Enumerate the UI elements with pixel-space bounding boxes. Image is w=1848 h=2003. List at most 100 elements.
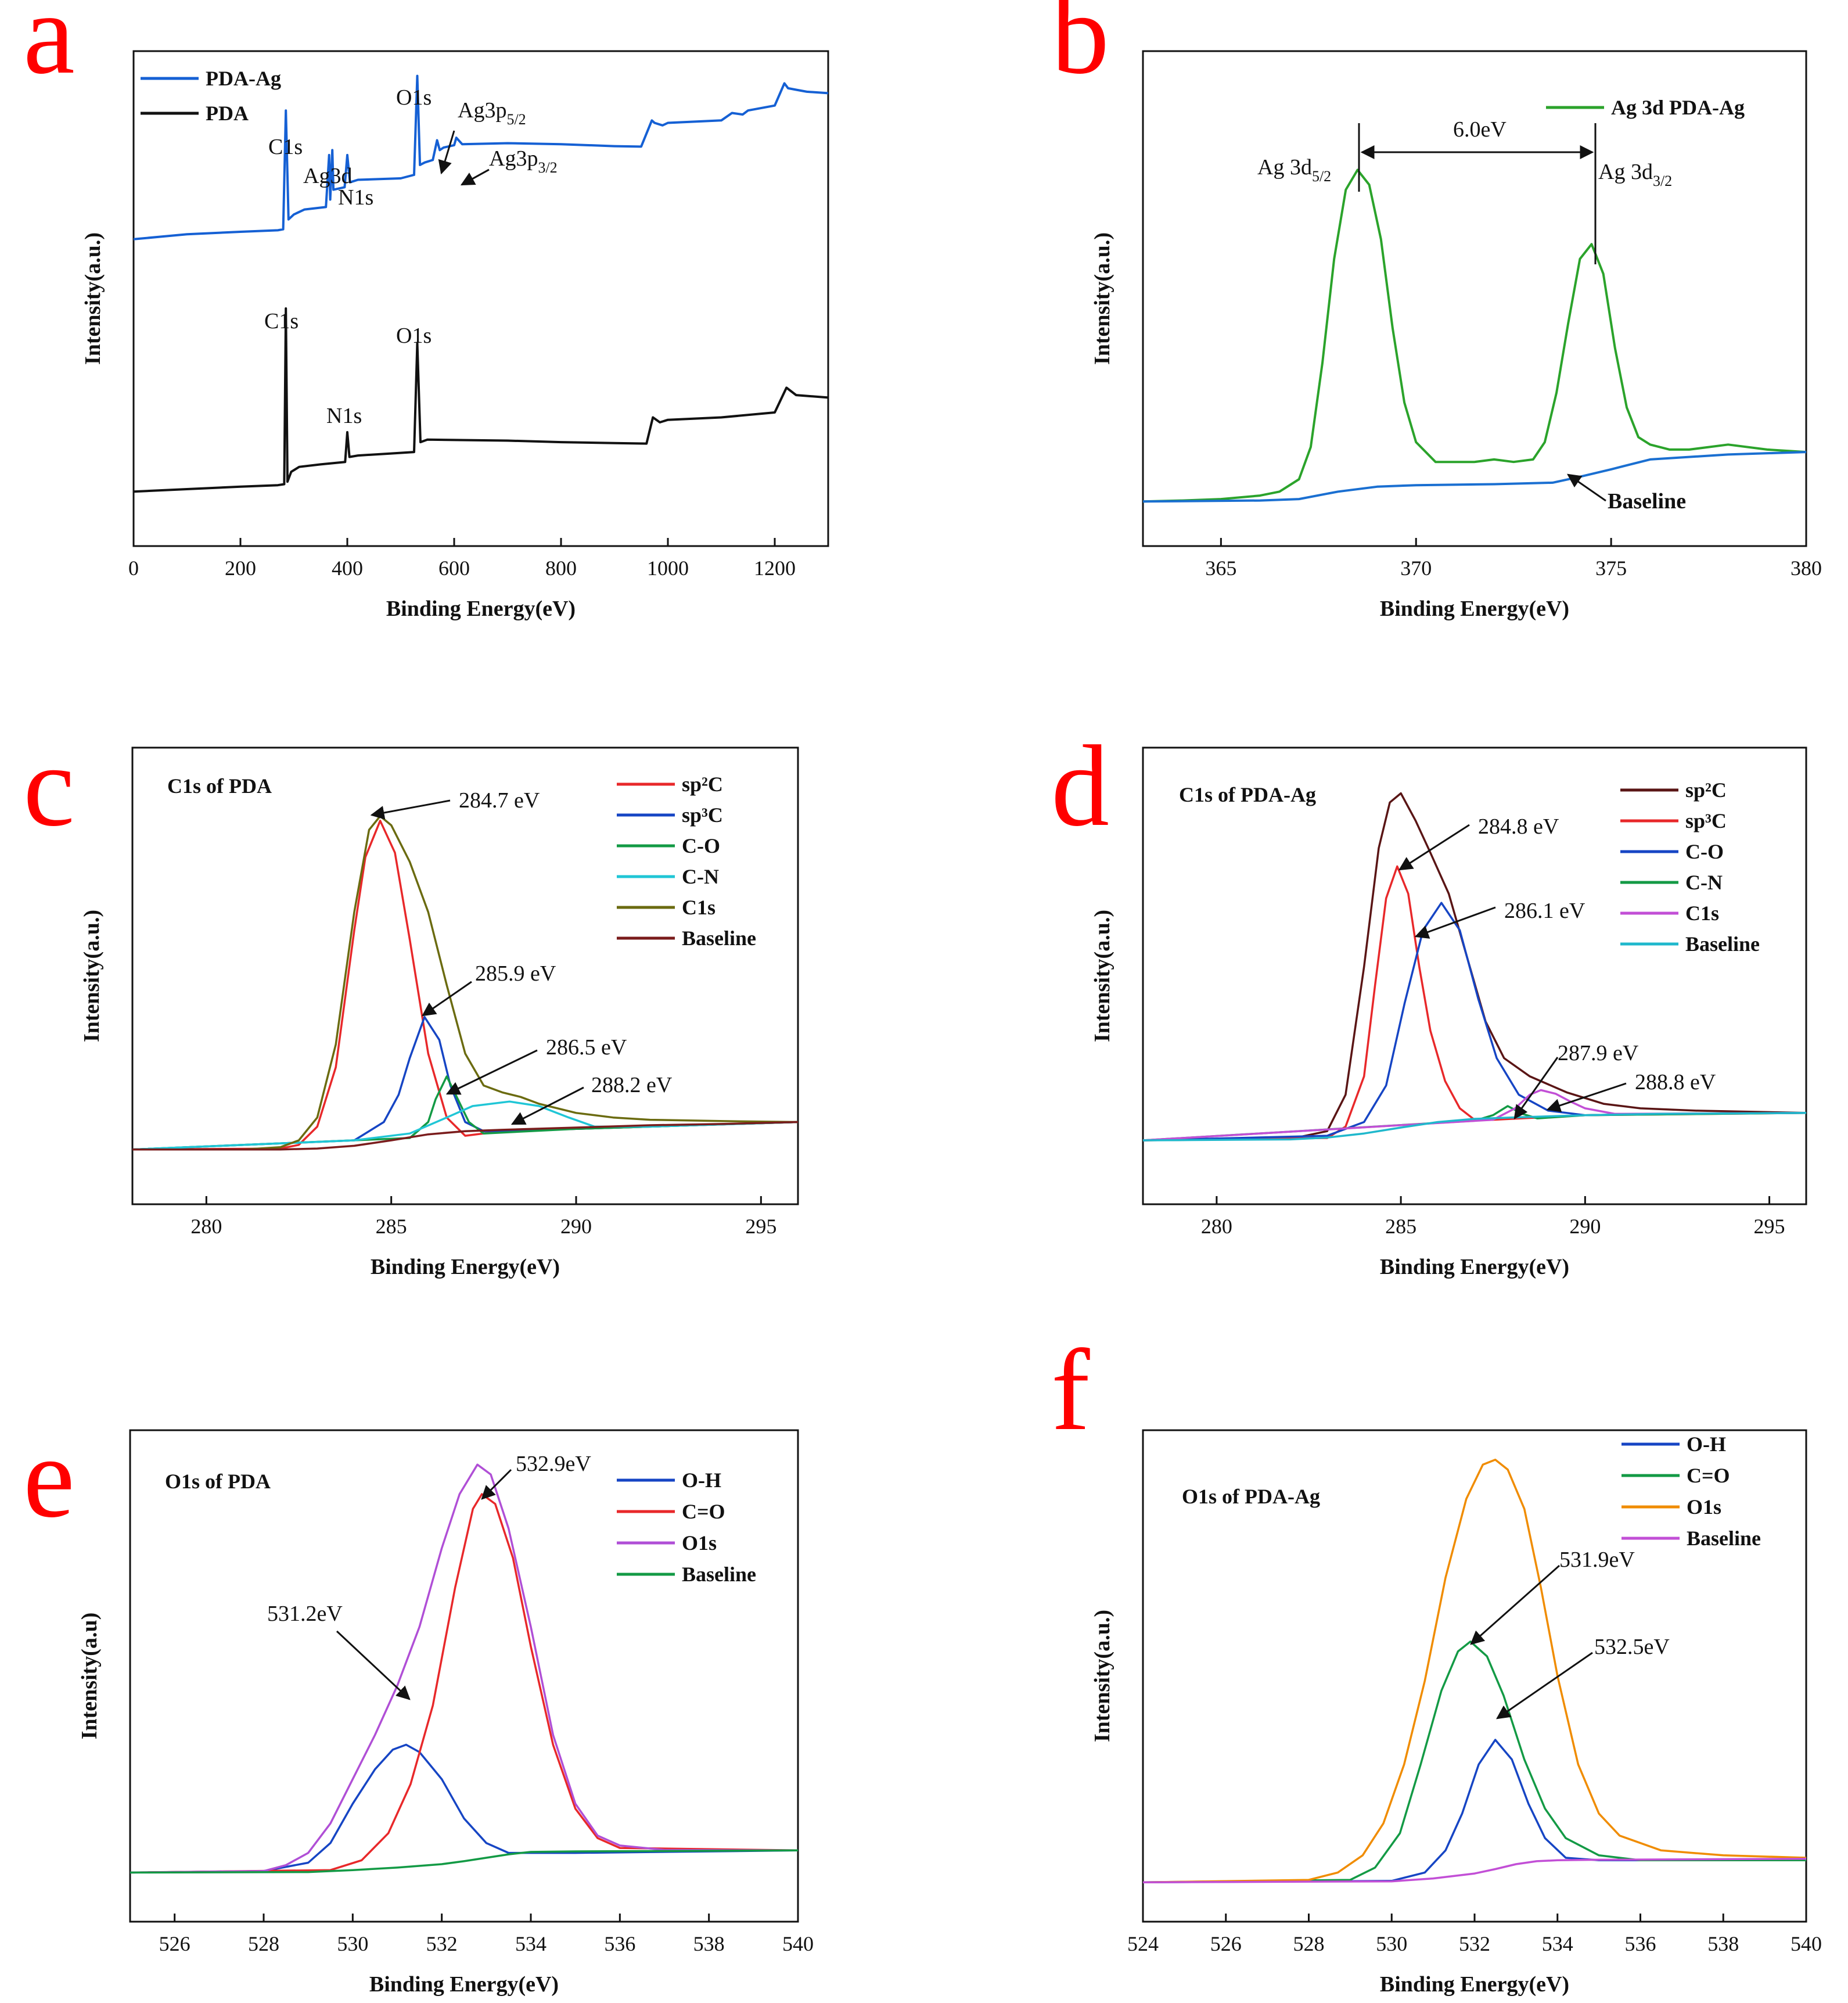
legend-label: sp²C — [682, 773, 723, 796]
legend-label: sp³C — [682, 803, 723, 827]
series-line-o1s — [1142, 1459, 1807, 1884]
panel-f: f 524 526 528 530 532 534 536 538 540 Binding Ener… — [1051, 1326, 1822, 1997]
legend-label: C=O — [1687, 1464, 1730, 1487]
peak-label-o1s: O1s — [396, 85, 432, 110]
panel-letter: d — [1051, 722, 1109, 850]
peak-label-ag3p52-sub: 5/2 — [506, 111, 526, 128]
legend-label: O-H — [682, 1469, 721, 1492]
plot-frame — [132, 50, 829, 547]
x-tick-label: 530 — [1376, 1932, 1407, 1955]
peak-label-284-8: 284.8 eV — [1478, 814, 1559, 839]
x-tick-label: 1200 — [754, 557, 796, 580]
legend-label: Baseline — [1685, 932, 1760, 956]
x-tick-label: 380 — [1791, 557, 1822, 580]
peak-label-ag3d32-sub: 3/2 — [1653, 173, 1672, 189]
x-tick-label: 526 — [159, 1932, 190, 1955]
legend-label: Baseline — [682, 927, 756, 950]
x-tick-label: 538 — [1707, 1932, 1739, 1955]
x-tick-label: 530 — [337, 1932, 368, 1955]
x-tick-label: 538 — [693, 1932, 725, 1955]
arrow-ag3p52 — [438, 130, 455, 175]
peak-label-ag3p32-sub: 3/2 — [538, 159, 557, 176]
arrow-288-2 — [510, 1086, 584, 1125]
peak-label-284-7: 284.7 eV — [459, 788, 540, 813]
plot-frame — [129, 1429, 799, 1923]
arrow-531-9 — [1470, 1564, 1560, 1645]
arrow-287-9 — [1513, 1057, 1559, 1119]
x-tick-label: 540 — [1791, 1932, 1822, 1955]
peak-label-288-2: 288.2 eV — [591, 1073, 673, 1097]
x-axis-title: Binding Energy(eV) — [386, 597, 576, 621]
series-line-pda — [133, 307, 829, 493]
series-line-o-h — [1142, 1739, 1806, 1884]
legend-label: Ag 3d PDA-Ag — [1611, 96, 1745, 119]
peak-label-286-1: 286.1 eV — [1504, 899, 1585, 923]
legend-label: C-O — [1685, 840, 1724, 863]
peak-label-ag3d: Ag3d — [303, 164, 352, 188]
peak-label-ag3p32-main: Ag3p — [489, 146, 538, 171]
panel-letter: f — [1051, 1326, 1090, 1455]
y-axis-title: Intensity(a.u.) — [80, 910, 104, 1042]
arrow-532-5 — [1496, 1652, 1593, 1720]
series-line-o1s — [130, 1463, 799, 1874]
panel-d: d 280 285 290 295 Binding Energy(eV) Intensity… — [1051, 722, 1807, 1279]
peak-label-ag3p52-main: Ag3p — [458, 98, 506, 123]
panel-letter: c — [23, 722, 75, 850]
series-line-o-h — [130, 1743, 799, 1874]
legend-label: sp³C — [1685, 809, 1727, 832]
series-line-sp-c — [132, 1015, 799, 1151]
series-line-c-o — [1142, 1641, 1806, 1884]
x-axis-title: Binding Energy(eV) — [1380, 1255, 1569, 1279]
peak-label-ag3d52-main: Ag 3d — [1257, 155, 1312, 180]
arrow-285-9 — [422, 981, 472, 1017]
x-tick-label: 532 — [1459, 1932, 1490, 1955]
peak-label-n1s-pda: N1s — [326, 404, 362, 428]
x-tick-label: 280 — [1201, 1215, 1232, 1238]
x-tick-label: 534 — [1542, 1932, 1573, 1955]
x-tick-label: 400 — [332, 557, 363, 580]
peak-label-ag3p32: Ag3p3/2 — [489, 146, 558, 176]
x-tick-label: 295 — [745, 1215, 776, 1238]
arrow-baseline — [1567, 473, 1606, 502]
arrow-288-8 — [1546, 1082, 1627, 1112]
legend-label: O-H — [1687, 1433, 1726, 1456]
x-tick-label: 375 — [1595, 557, 1627, 580]
peak-label-286-5: 286.5 eV — [546, 1035, 627, 1060]
series-line-ag-3d-pda-ag — [1142, 168, 1807, 503]
x-tick-label: 528 — [1293, 1932, 1325, 1955]
series-line-c-o — [1142, 902, 1807, 1142]
series-line-pda-ag — [133, 74, 829, 240]
x-axis-title: Binding Energy(eV) — [371, 1255, 560, 1279]
x-tick-label: 540 — [782, 1932, 814, 1955]
arrow-ag3p32 — [460, 168, 490, 186]
peak-label-ag3d52: Ag 3d5/2 — [1257, 155, 1331, 185]
series-line-c1s — [132, 815, 799, 1151]
peak-label-ag3d52-sub: 5/2 — [1312, 168, 1331, 185]
x-tick-label: 532 — [426, 1932, 458, 1955]
x-axis-title: Binding Energy(eV) — [1380, 597, 1569, 621]
legend-label: C-N — [682, 865, 719, 888]
panel-letter: b — [1051, 0, 1109, 98]
x-tick-label: 534 — [515, 1932, 547, 1955]
x-tick-label: 285 — [376, 1215, 407, 1238]
plot-frame — [1142, 50, 1807, 547]
y-axis-title: Intensity(a.u.) — [81, 232, 105, 365]
x-tick-label: 285 — [1385, 1215, 1416, 1238]
peak-label-532-9: 532.9eV — [516, 1452, 591, 1476]
peak-label-n1s: N1s — [338, 185, 373, 210]
arrow-284-7 — [370, 799, 451, 820]
arrow-531-2 — [336, 1630, 411, 1700]
peak-label-ag3d32: Ag 3d3/2 — [1598, 160, 1672, 189]
peak-label-c1s: C1s — [268, 135, 303, 159]
splitting-label: 6.0eV — [1453, 117, 1507, 142]
peak-label-o1s-pda: O1s — [396, 324, 432, 348]
x-tick-label: 370 — [1400, 557, 1432, 580]
arrow-286-5 — [445, 1049, 538, 1095]
peak-label-ag3d32-main: Ag 3d — [1598, 160, 1653, 184]
peak-label-c1s-pda: C1s — [264, 309, 299, 333]
x-tick-label: 290 — [560, 1215, 592, 1238]
panel-letter: e — [23, 1413, 75, 1542]
legend-label: PDA-Ag — [206, 67, 281, 90]
x-tick-label: 536 — [604, 1932, 635, 1955]
